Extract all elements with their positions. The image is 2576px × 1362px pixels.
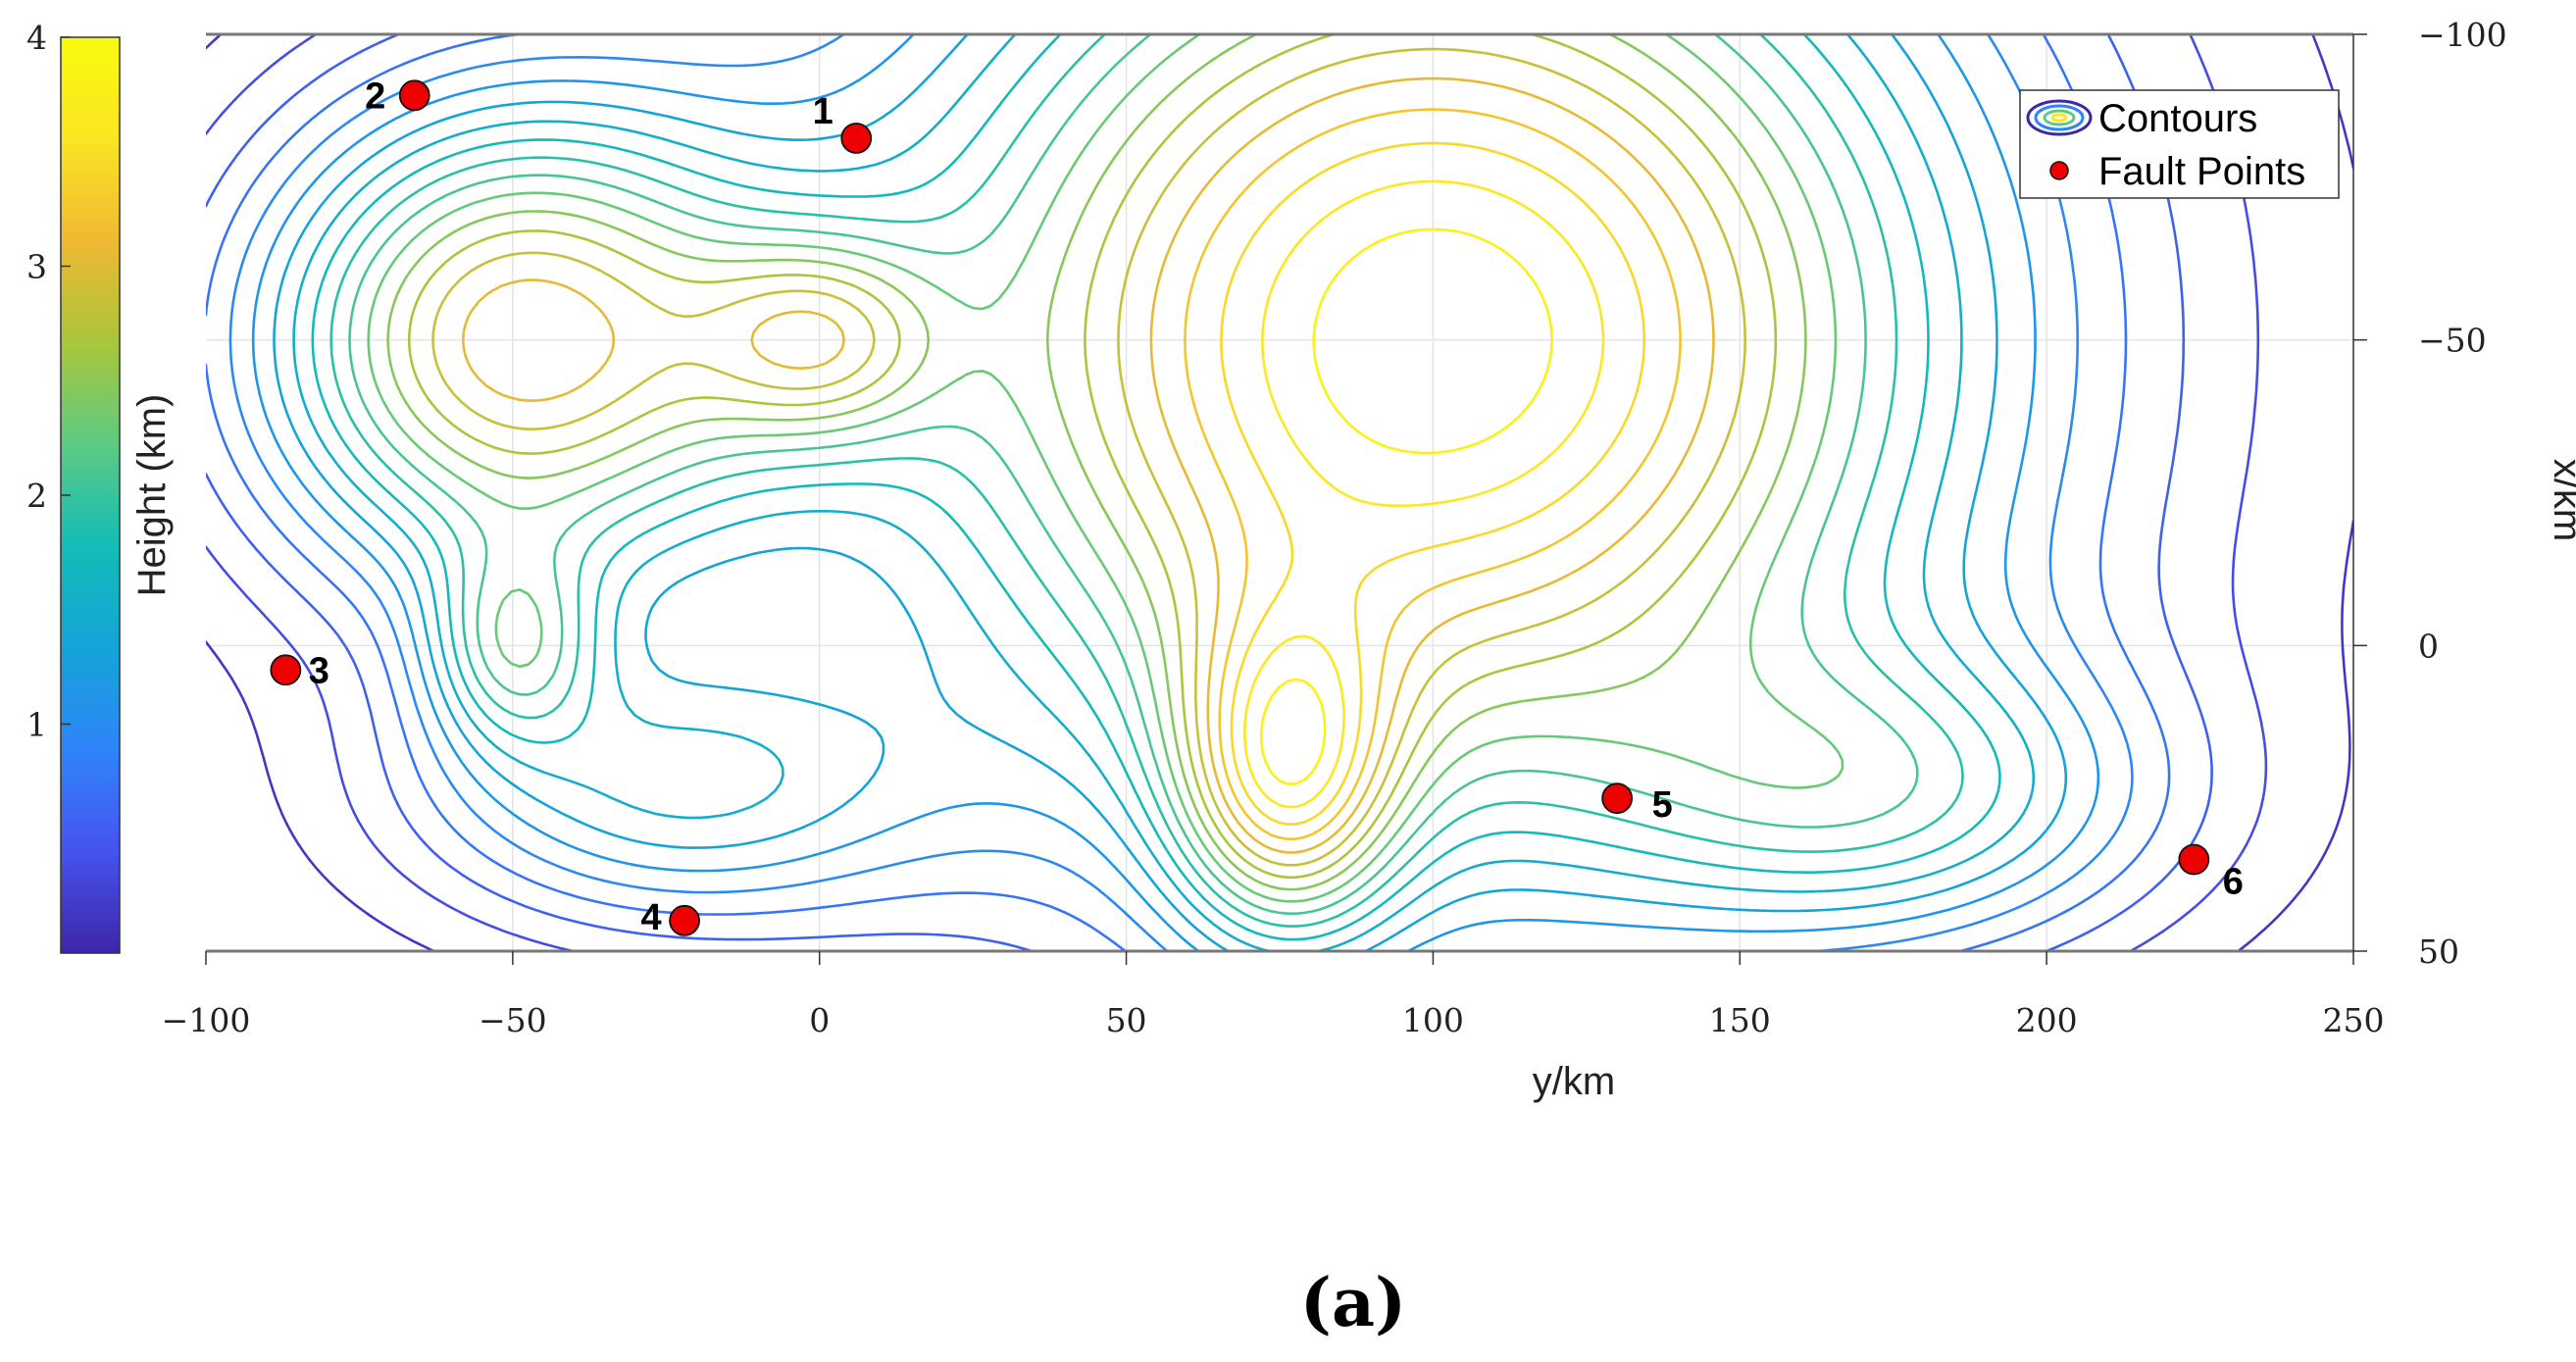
- fault-point-marker: [2178, 843, 2210, 876]
- contour-level: [206, 34, 2213, 951]
- colorbar-tick-label: 4: [26, 19, 47, 57]
- x-tick-label: −50: [479, 1001, 547, 1039]
- contour-level: [251, 34, 2100, 951]
- contour-level: [1259, 227, 1553, 785]
- x-tick-label: 0: [809, 1001, 830, 1039]
- x-tick-label: 100: [1402, 1001, 1464, 1039]
- fault-point-label: 3: [309, 650, 329, 691]
- colorbar: 1 2 3 4 Height (km): [26, 19, 174, 954]
- fault-point-label: 5: [1652, 784, 1673, 826]
- legend-fault-marker: [2049, 161, 2069, 180]
- contour-level: [228, 34, 2134, 951]
- y-tick-label: 50: [2418, 933, 2459, 971]
- contour-level: [367, 34, 1844, 903]
- contour-level: [386, 34, 1807, 891]
- y-tick-label: −50: [2418, 322, 2487, 360]
- contour-level: [206, 34, 2353, 951]
- contour-level: [1184, 108, 1682, 840]
- figure-caption: (a): [1300, 1264, 1406, 1342]
- fault-point-label: 2: [365, 76, 385, 117]
- x-tick-label: −100: [162, 1001, 251, 1039]
- legend-label-fault-points: Fault Points: [2098, 150, 2305, 193]
- y-axis-label: x/km: [2546, 459, 2576, 541]
- y-tick-label: −100: [2418, 16, 2507, 54]
- fault-point-label: 1: [813, 91, 833, 132]
- colorbar-tick-label: 2: [26, 477, 47, 515]
- contour-level: [292, 34, 2036, 951]
- fault-point-marker: [1601, 782, 1634, 815]
- fault-point-marker: [398, 79, 430, 112]
- contour-level: [329, 34, 1964, 928]
- contour-level: [407, 34, 1778, 880]
- contour-level: [206, 34, 2171, 951]
- legend-contour-icon: [2026, 99, 2093, 136]
- contour-level: [1243, 179, 1605, 809]
- colorbar-tick-label: 1: [26, 706, 47, 744]
- contour-level: [461, 76, 1715, 854]
- x-tick-label: 250: [2323, 1001, 2385, 1039]
- fault-point-label: 4: [640, 897, 661, 938]
- x-tick-label: 150: [1709, 1001, 1771, 1039]
- x-tick-label: 50: [1106, 1001, 1147, 1039]
- fault-point-marker: [270, 654, 302, 686]
- fault-points: 1 2 3 4 5 6: [270, 76, 2244, 938]
- contour-level: [1220, 141, 1646, 826]
- contour-level: [311, 34, 2001, 941]
- y-tick-label: 0: [2418, 627, 2439, 665]
- legend-label-contours: Contours: [2098, 97, 2257, 140]
- fault-point-marker: [840, 123, 873, 154]
- fault-point-label: 6: [2223, 862, 2244, 903]
- legend: Contours Fault Points: [2019, 89, 2340, 199]
- contour-level: [431, 47, 1746, 867]
- colorbar-tick-label: 3: [26, 248, 47, 286]
- x-axis-label: y/km: [1533, 1060, 1615, 1103]
- y-axis-ticks: −100 −50 0 50: [2353, 16, 2507, 971]
- x-axis-ticks: −100 −50 0 50 100 150 200 250: [162, 951, 2385, 1039]
- contour-level: [348, 34, 1919, 915]
- fault-point-marker: [669, 904, 700, 936]
- contour-level: [273, 34, 2068, 951]
- x-tick-label: 200: [2016, 1001, 2078, 1039]
- colorbar-label: Height (km): [130, 394, 174, 597]
